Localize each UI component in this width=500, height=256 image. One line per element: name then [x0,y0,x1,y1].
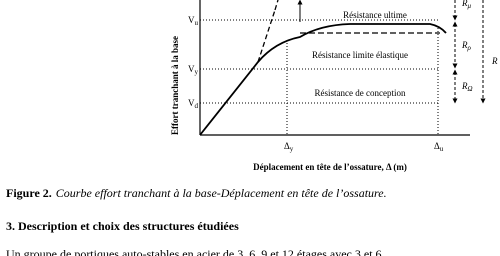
displacement-label: Δy [284,141,294,153]
section-body: Un groupe de portiques auto-stables en a… [6,247,382,256]
total-factor-label: R [491,56,498,66]
text-part: R [461,40,468,50]
elastic-line [257,0,279,63]
section-heading: 3. Description et choix des structures é… [6,219,239,233]
y-axis-label: Effort tranchant à la base [170,36,180,135]
text-part: Δ [284,141,290,151]
text-part: u [440,145,444,153]
text-part: V [188,98,195,108]
text-part: y [290,145,294,153]
factor-label: Rμ [461,0,472,10]
displacement-label: Δu [434,141,444,153]
text-part: y [195,68,199,76]
x-axis-label: Déplacement en tête de l’ossature, Δ (m) [253,162,407,172]
text-part: Figure 2. [6,186,52,200]
figure: Effort tranchant à la base Déplacement e… [170,0,498,172]
factor-label: Rρ [461,40,472,52]
level-symbol: Vu [188,15,199,27]
text-part: ρ [467,44,472,52]
caption: Figure 2. Courbe effort tranchant à la ba… [6,186,387,200]
text-part: V [188,64,195,74]
factor-label: RΩ [461,81,473,93]
level-label: Résistance de conception [315,88,406,98]
text-part: R [461,81,468,91]
text-part: Δ [434,141,440,151]
text-part: V [188,15,195,25]
text-part: R [461,0,468,8]
level-label: Résistance ultime [343,10,407,20]
text-part: u [195,19,199,27]
text-part: Courbe effort tranchant à la base-Déplac… [56,186,387,200]
level-label: Résistance limite élastique [312,50,408,60]
text-part: μ [468,2,472,10]
text-part: Ω [468,85,473,93]
text-part: d [195,102,199,110]
level-symbol: Vy [188,64,199,76]
level-symbol: Vd [188,98,199,110]
response-curve [199,23,447,136]
